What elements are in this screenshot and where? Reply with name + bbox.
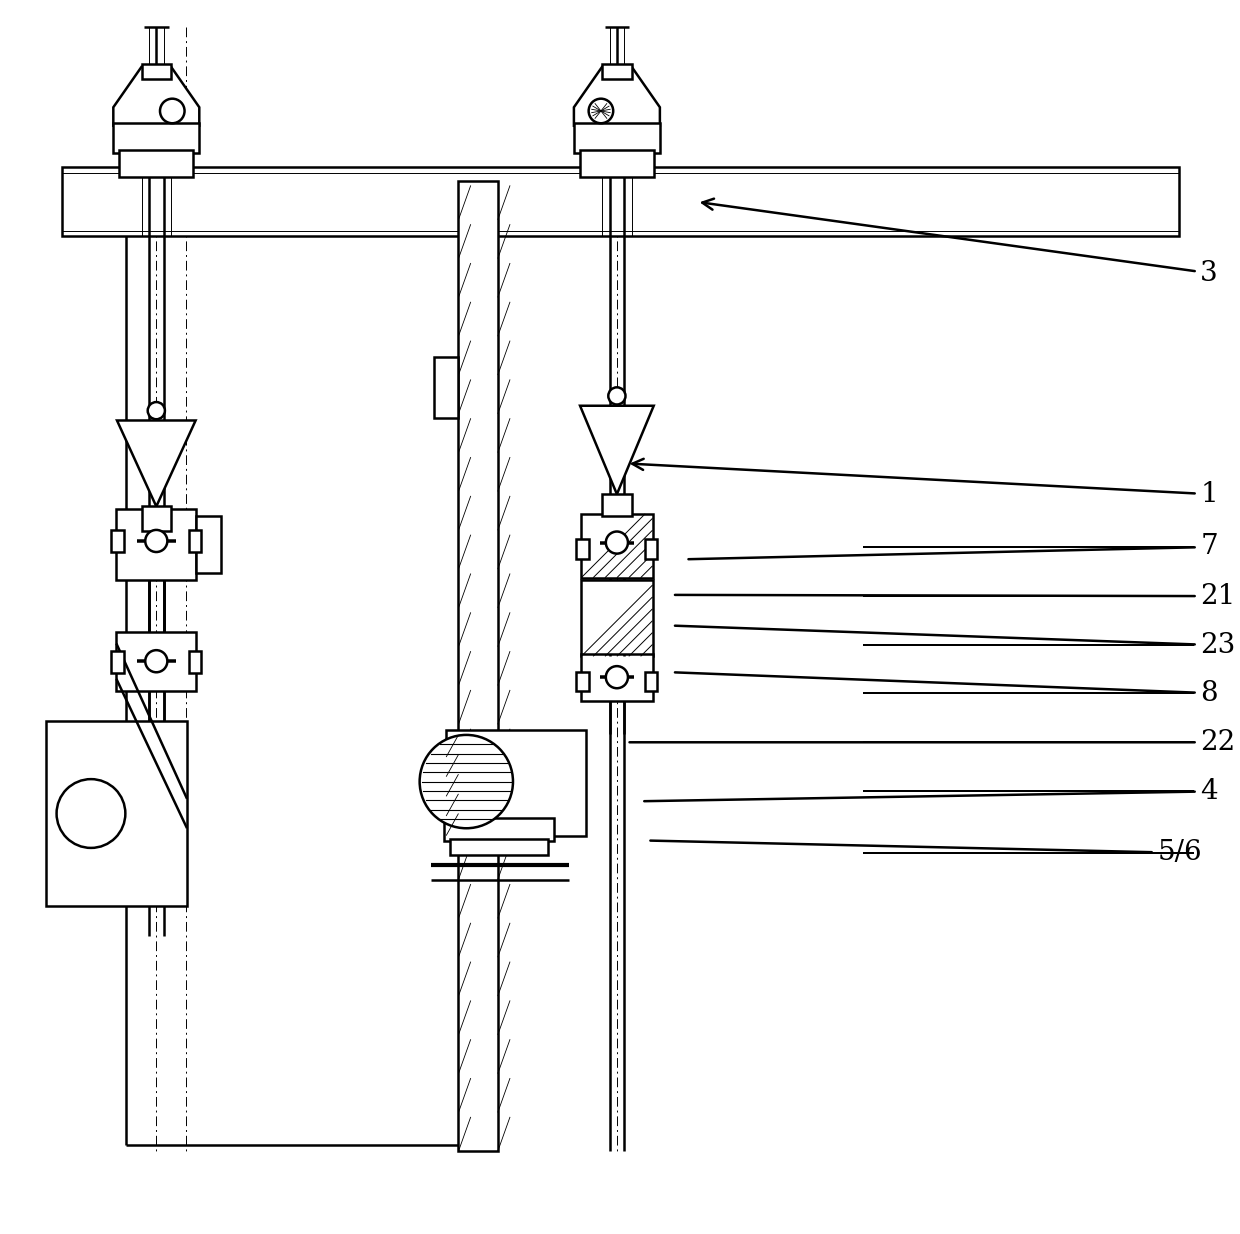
Bar (574, 123, 660, 153)
Bar (582, 513, 652, 578)
Bar (117, 508, 196, 580)
Bar (580, 151, 653, 178)
Text: 1: 1 (632, 459, 1218, 507)
Polygon shape (113, 67, 200, 126)
Bar (645, 671, 657, 691)
Bar (603, 64, 631, 79)
Circle shape (145, 650, 167, 673)
Bar (450, 839, 548, 855)
Polygon shape (117, 421, 196, 506)
Bar (62, 168, 1179, 236)
Bar (577, 539, 589, 559)
Circle shape (160, 99, 185, 123)
Bar (444, 818, 554, 840)
Bar (188, 650, 201, 673)
Bar (434, 357, 459, 418)
Polygon shape (574, 67, 660, 126)
Bar (112, 529, 124, 552)
Circle shape (145, 529, 167, 552)
Bar (196, 516, 221, 573)
Bar (582, 580, 652, 656)
Bar (645, 539, 657, 559)
Bar (577, 671, 589, 691)
Bar (603, 494, 631, 516)
Bar (141, 506, 171, 531)
Text: 3: 3 (702, 199, 1218, 286)
Bar (113, 123, 200, 153)
Circle shape (606, 666, 627, 689)
Text: 23: 23 (675, 626, 1235, 659)
Polygon shape (580, 406, 653, 494)
Text: 5/6: 5/6 (650, 839, 1202, 866)
Circle shape (606, 532, 627, 554)
Bar (119, 151, 193, 178)
Bar (582, 654, 652, 701)
Text: 22: 22 (630, 729, 1235, 755)
Text: 7: 7 (688, 533, 1218, 560)
Bar (141, 64, 171, 79)
Text: 4: 4 (645, 777, 1218, 805)
Circle shape (419, 735, 513, 828)
Bar (46, 722, 187, 906)
Text: 8: 8 (675, 673, 1218, 707)
Text: 21: 21 (675, 582, 1236, 610)
Circle shape (148, 402, 165, 420)
Bar (188, 529, 201, 552)
Bar (459, 181, 497, 1151)
Circle shape (589, 99, 614, 123)
Bar (446, 731, 587, 835)
Circle shape (57, 779, 125, 848)
Bar (112, 650, 124, 673)
Bar (117, 632, 196, 691)
Circle shape (609, 387, 625, 405)
